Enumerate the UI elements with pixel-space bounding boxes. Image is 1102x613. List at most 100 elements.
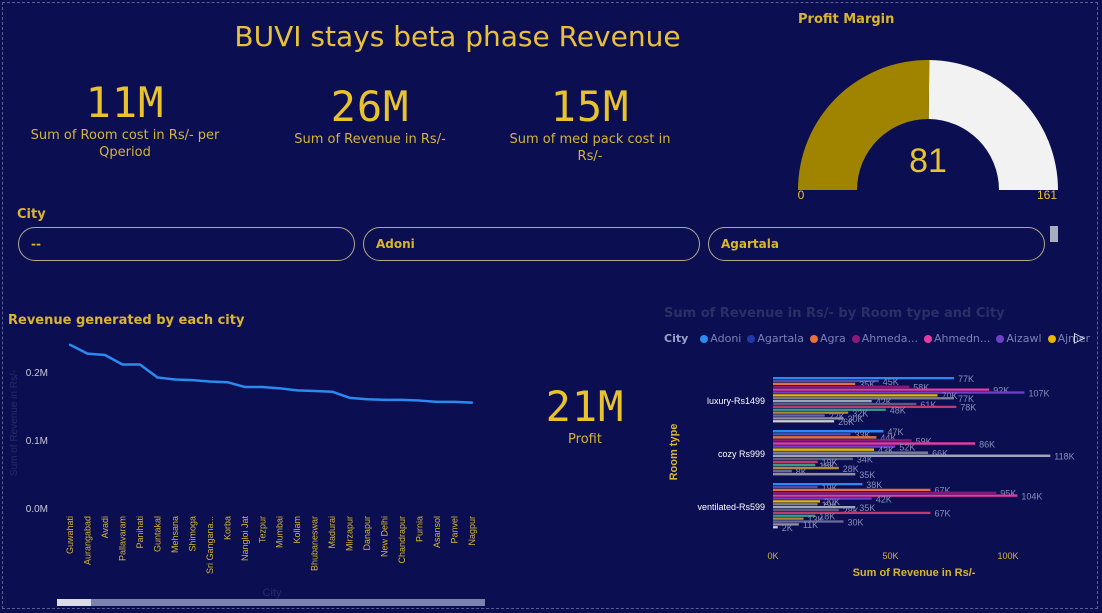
data-label: 118K [1054, 452, 1074, 462]
bar [773, 488, 931, 492]
data-point [278, 387, 281, 390]
x-tick-label: Kollam [292, 516, 302, 544]
kpi-profit[interactable]: 21M Profit [525, 382, 645, 448]
data-label: 28K [843, 506, 859, 516]
data-label: 95K [1000, 489, 1016, 499]
slicer-scrollbar[interactable] [1050, 226, 1058, 242]
legend-item[interactable]: Ahmedn... [933, 332, 991, 345]
bar [773, 517, 804, 520]
legend-next-icon[interactable]: ▷ [1074, 330, 1085, 346]
bar [773, 457, 853, 461]
data-label: 33K [855, 430, 871, 440]
bar [773, 460, 818, 464]
legend-item[interactable]: Agra [819, 332, 846, 345]
data-point [121, 363, 124, 366]
data-label: 42K [876, 397, 892, 407]
bar [773, 511, 931, 515]
revenue-by-city-line-chart[interactable]: 0.0M 0.1M 0.2M Sum of Revenue in Rs/- Guwaha… [0, 330, 500, 605]
kpi-room-cost[interactable]: 11M Sum of Room cost in Rs/- per Qperiod [20, 78, 230, 161]
x-tick-label: Pallavaram [117, 516, 127, 561]
bar [773, 466, 839, 470]
x-tick-label: Mumbai [275, 516, 285, 548]
bar [773, 463, 816, 467]
x-tick-label: Asansol [432, 516, 442, 548]
bar [773, 397, 954, 400]
slicer-item-adoni[interactable]: Adoni [363, 227, 700, 261]
line-chart-scrollbar[interactable] [57, 599, 485, 606]
bar [773, 402, 917, 406]
legend-item[interactable]: Adoni [710, 332, 742, 345]
x-tick-label: Purnia [415, 516, 425, 542]
data-point [191, 378, 194, 382]
bar [773, 433, 851, 436]
data-label: 38K [866, 480, 882, 490]
bar [773, 451, 929, 454]
data-label: 26K [838, 417, 854, 427]
data-point [296, 389, 299, 392]
data-label: 77K [958, 374, 974, 384]
category-label: cozy Rs999 [718, 449, 765, 459]
legend-item[interactable]: Ajmer [1057, 332, 1091, 345]
legend-item[interactable]: Ahmeda... [861, 332, 918, 345]
x-tick-label: Panihati [135, 516, 145, 549]
data-label: 86K [979, 439, 995, 449]
x-tick-label: Sri Gangana... [205, 516, 215, 574]
slicer-item-agartala[interactable]: Agartala [708, 227, 1045, 261]
profit-margin-gauge[interactable]: 81 0 161 [790, 40, 1070, 210]
bar [773, 394, 938, 397]
category-label: ventilated-Rs599 [697, 502, 765, 512]
bar [773, 472, 856, 476]
bar [773, 469, 792, 473]
gauge-fill [798, 59, 930, 191]
kpi-med-pack[interactable]: 15M Sum of med pack cost in Rs/- [505, 82, 675, 165]
data-label: 44K [880, 433, 896, 443]
y-axis-label: Room type [668, 424, 680, 481]
bar [773, 445, 896, 448]
x-tick-label: Nangloi Jat [240, 516, 250, 562]
data-label: 67K [934, 509, 950, 519]
legend-item[interactable]: Aizawl [1006, 332, 1042, 345]
bar [773, 514, 816, 517]
kpi-value: 26M [330, 82, 410, 131]
x-tick-label: 100K [997, 551, 1018, 561]
data-point [453, 400, 456, 404]
data-label: 19K [822, 500, 838, 510]
line-chart-title: Revenue generated by each city [8, 313, 245, 328]
data-point [138, 363, 142, 366]
data-label: 35K [859, 503, 875, 513]
data-label: 61K [920, 400, 936, 410]
data-label: 28K [843, 464, 859, 474]
bar [773, 442, 976, 445]
data-point [261, 385, 264, 389]
legend-swatch [851, 335, 860, 343]
data-label: 30K [848, 414, 864, 424]
gauge-track [928, 60, 1058, 190]
x-tick-label: Panvel [450, 516, 460, 544]
data-point [226, 381, 229, 384]
x-tick-label: Shimoga [187, 516, 197, 552]
kpi-label: Sum of Revenue in Rs/- [294, 132, 446, 147]
scrollbar-thumb[interactable] [57, 599, 91, 606]
bar [773, 494, 1018, 497]
data-label: 18K [819, 512, 835, 522]
x-tick-label: Bhubaneswar [310, 516, 320, 571]
data-point [68, 343, 72, 346]
kpi-revenue[interactable]: 26M Sum of Revenue in Rs/- [285, 82, 455, 148]
x-tick-label: Mehsana [170, 516, 180, 553]
room-type-bar-chart[interactable]: 77K 45K 35K 58K 92K 107K 70K 77K 42K 61K 78K 48K 32K… [660, 360, 1090, 585]
data-point [365, 398, 369, 401]
bar [773, 379, 879, 383]
slicer-item-none[interactable]: -- [18, 227, 355, 261]
legend-item[interactable]: Agartala [757, 332, 804, 345]
kpi-label: Sum of med pack cost in Rs/- [509, 132, 671, 164]
data-label: 66K [932, 449, 948, 459]
bar [773, 523, 799, 526]
bar [773, 382, 856, 386]
data-point [313, 389, 316, 393]
data-label: 18K [819, 461, 835, 471]
x-tick-label: Tezpur [257, 516, 267, 543]
data-point [173, 378, 177, 381]
bar [773, 388, 990, 391]
kpi-label: Sum of Room cost in Rs/- per Qperiod [30, 128, 220, 160]
